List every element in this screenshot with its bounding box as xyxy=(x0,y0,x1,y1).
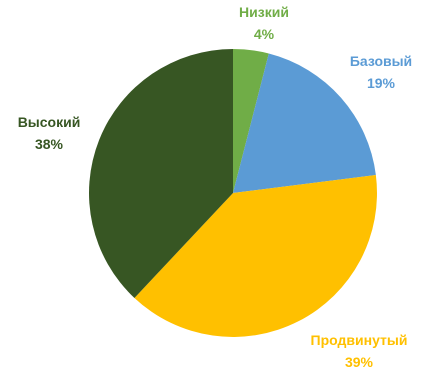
pie-slice-1 xyxy=(233,53,376,193)
pie-slice-0 xyxy=(233,49,269,193)
pie-slice-2 xyxy=(134,174,377,337)
slice-value-label-1: 19% xyxy=(367,75,396,91)
pie-labels: Низкий 4% Базовый 19% Продвинутый 39% Высокий 3… xyxy=(18,4,412,370)
slice-category-label-0: Низкий xyxy=(239,4,289,20)
slice-value-label-2: 39% xyxy=(345,354,374,368)
pie-slice-3 xyxy=(89,49,233,298)
slice-category-label-1: Базовый xyxy=(350,53,412,69)
slice-category-label-3: Высокий xyxy=(18,114,81,130)
slice-value-label-3: 38% xyxy=(35,136,64,152)
slice-value-label-0: 4% xyxy=(254,26,275,42)
slice-category-label-2: Продвинутый xyxy=(311,332,408,348)
pie-slices xyxy=(89,49,377,337)
